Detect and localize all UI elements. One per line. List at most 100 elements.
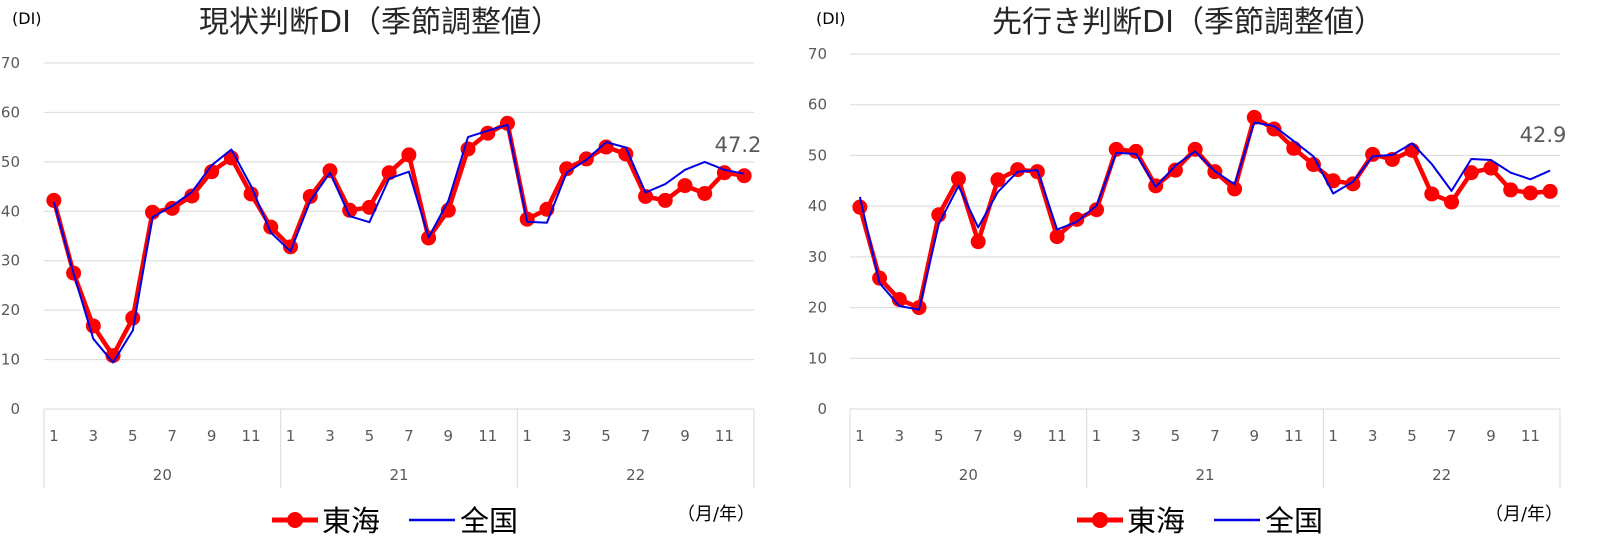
chart2-y-tick-label: 0 — [817, 400, 827, 418]
chart1-x-tick-label: 7 — [167, 427, 177, 445]
chart2-tokai-point — [1522, 185, 1538, 201]
chart2-tokai-point — [1305, 157, 1321, 173]
chart2-tokai-point — [852, 199, 868, 215]
chart1-y-tick-label: 70 — [1, 54, 20, 72]
chart2-series-line-national — [858, 121, 1551, 311]
chart2-tokai-point — [1010, 162, 1026, 178]
chart1-tokai-point — [657, 192, 673, 208]
chart1-tokai-point — [164, 200, 180, 216]
chart1-y-tick-label: 60 — [1, 103, 20, 121]
chart1-y-tick-label: 30 — [1, 252, 20, 270]
chart2-tokai-point — [1128, 143, 1144, 159]
chart1-x-tick-label: 1 — [522, 427, 532, 445]
chart1-tokai-point — [460, 141, 476, 157]
chart2-tokai-point — [1483, 160, 1499, 176]
chart1-x-tick-label: 7 — [404, 427, 414, 445]
chart2-tokai-point — [1167, 162, 1183, 178]
chart2-y-unit-label: (DI) — [816, 9, 846, 28]
chart2-x-tick-label: 1 — [1092, 427, 1102, 445]
chart1-series-line-national — [52, 123, 745, 364]
chart1-x-tick-label: 3 — [562, 427, 572, 445]
chart1-x-unit-label: （月/年） — [677, 504, 755, 525]
chart1-tokai-point — [243, 186, 259, 202]
chart1-title: 現状判断DI（季節調整値） — [199, 5, 561, 40]
chart2-x-tick-label: 7 — [1447, 427, 1457, 445]
chart1-x-tick-label: 1 — [286, 427, 296, 445]
chart1-y-tick-label: 20 — [1, 301, 20, 319]
chart2-tokai-point — [970, 234, 986, 250]
chart1-tokai-point — [559, 161, 575, 177]
chart2-tokai-point — [1325, 173, 1341, 189]
chart2-y-tick-label: 30 — [808, 248, 827, 266]
chart2-legend-tokai-marker — [1092, 512, 1108, 528]
chart1-legend-tokai-label: 東海 — [322, 504, 380, 538]
chart1-y-tick-label: 0 — [10, 400, 20, 418]
chart1-tokai-point — [204, 164, 220, 180]
chart2-tokai-point — [1049, 229, 1065, 245]
chart1-year-label: 21 — [389, 466, 408, 484]
chart1-x-tick-label: 9 — [680, 427, 690, 445]
chart2-legend-tokai-label: 東海 — [1127, 504, 1185, 538]
chart1-tokai-point — [322, 163, 338, 179]
chart2-tokai-point — [872, 270, 888, 286]
chart2-x-tick-label: 11 — [1284, 427, 1303, 445]
chart2-y-tick-label: 20 — [808, 299, 827, 317]
chart1-y-tick-label: 40 — [1, 202, 20, 220]
chart1-tokai-point — [677, 178, 693, 194]
chart2-tokai-point — [1542, 183, 1558, 199]
chart1-x-tick-label: 11 — [478, 427, 497, 445]
chart2-x-tick-label: 5 — [934, 427, 944, 445]
chart1-y-tick-label: 50 — [1, 153, 20, 171]
chart1-x-tick-label: 5 — [365, 427, 375, 445]
chart1-x-tick-label: 7 — [641, 427, 651, 445]
chart2-x-tick-label: 9 — [1486, 427, 1496, 445]
chart2-y-tick-label: 40 — [808, 197, 827, 215]
chart2-y-tick-label: 10 — [808, 349, 827, 367]
chart2-x-tick-label: 3 — [1368, 427, 1378, 445]
chart1-x-tick-label: 3 — [325, 427, 335, 445]
chart1-tokai-point — [401, 147, 417, 163]
chart1-tokai-point — [223, 150, 239, 166]
chart2-tokai-point — [1444, 194, 1460, 210]
chart2-series-line-tokai — [857, 115, 1551, 310]
chart2-x-tick-label: 9 — [1013, 427, 1023, 445]
chart2-tokai-point — [891, 291, 907, 307]
chart1-tokai-point — [638, 188, 654, 204]
chart2-tokai-point — [1404, 142, 1420, 158]
chart2-x-tick-label: 5 — [1171, 427, 1181, 445]
chart1-x-tick-label: 5 — [128, 427, 138, 445]
chart1-legend-national-label: 全国 — [460, 504, 518, 538]
chart1-end-value-label: 47.2 — [715, 133, 762, 157]
chart2-x-tick-label: 11 — [1521, 427, 1540, 445]
chart1-tokai-point — [736, 168, 752, 184]
chart1-x-tick-label: 1 — [49, 427, 59, 445]
chart2-tokai-point — [1365, 146, 1381, 162]
chart1-tokai-point — [46, 192, 62, 208]
chart2-x-tick-label: 11 — [1048, 427, 1067, 445]
chart2-y-tick-label: 60 — [808, 96, 827, 114]
chart2-tokai-point — [1345, 176, 1361, 192]
chart1-year-label: 22 — [626, 466, 645, 484]
chart1-x-tick-label: 9 — [207, 427, 217, 445]
chart2-tokai-point — [1286, 140, 1302, 156]
chart1-legend-tokai-marker — [287, 512, 303, 528]
chart1-series-line-tokai — [51, 121, 745, 358]
chart1-tokai-point — [697, 185, 713, 201]
chart2-tokai-point — [1227, 181, 1243, 197]
chart2-tokai-point — [990, 172, 1006, 188]
chart1-x-tick-label: 11 — [715, 427, 734, 445]
chart2-x-tick-label: 3 — [895, 427, 905, 445]
chart2-x-tick-label: 7 — [1210, 427, 1220, 445]
chart2-y-tick-label: 50 — [808, 146, 827, 164]
chart1-y-unit-label: (DI) — [12, 9, 42, 28]
chart2-x-tick-label: 1 — [1328, 427, 1338, 445]
chart2-tokai-point — [1424, 186, 1440, 202]
chart2-tokai-point — [1463, 165, 1479, 181]
chart1-tokai-point — [361, 199, 377, 215]
chart2-year-label: 21 — [1195, 466, 1214, 484]
chart1-x-tick-label: 11 — [242, 427, 261, 445]
chart2-tokai-point — [1246, 109, 1262, 125]
chart2-title: 先行き判断DI（季節調整値） — [992, 5, 1384, 40]
chart2-x-tick-label: 1 — [855, 427, 865, 445]
chart2-x-tick-label: 7 — [973, 427, 983, 445]
